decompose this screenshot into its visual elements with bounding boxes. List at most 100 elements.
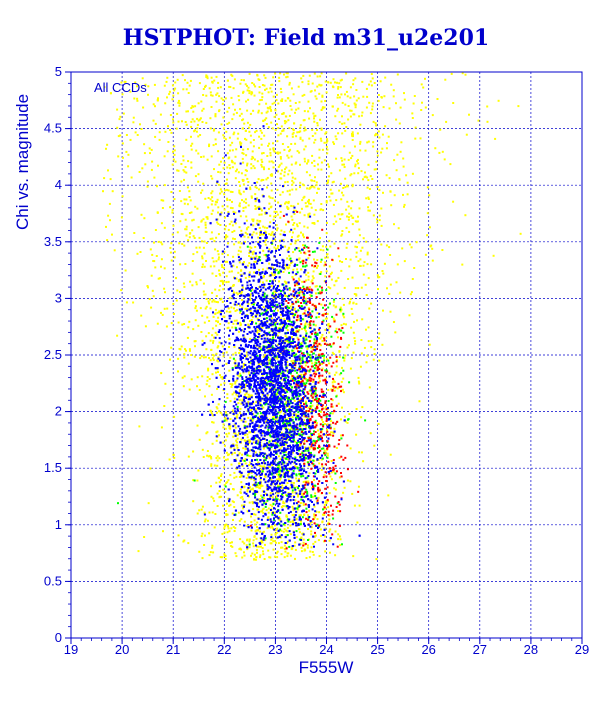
scatter-point [337,336,339,339]
scatter-point [319,399,322,402]
scatter-point [262,550,264,553]
scatter-point [269,87,272,90]
scatter-point [232,255,235,258]
scatter-point [461,263,464,266]
scatter-point [340,93,343,96]
scatter-point [265,231,267,234]
scatter-point [222,504,224,507]
scatter-point [311,250,314,253]
scatter-point [279,72,282,75]
scatter-point [212,341,214,344]
scatter-point [215,100,218,103]
scatter-point [297,380,300,382]
scatter-point [338,476,341,479]
scatter-point [202,290,205,293]
scatter-point [305,405,307,408]
scatter-point [310,332,313,335]
scatter-point [302,502,305,504]
scatter-point [403,260,406,263]
scatter-point [247,204,250,207]
scatter-point [227,497,230,500]
scatter-point [298,441,301,443]
scatter-point [324,256,327,259]
scatter-point [308,300,311,303]
scatter-point [340,390,342,393]
scatter-point [230,527,233,530]
scatter-point [340,434,342,437]
scatter-point [354,106,357,109]
scatter-point [242,161,245,164]
scatter-point [296,268,299,271]
scatter-point [188,320,191,323]
scatter-point [281,493,284,496]
scatter-point [250,417,253,420]
scatter-point [269,435,272,438]
scatter-point [256,317,259,320]
scatter-point [313,372,316,375]
scatter-point [275,229,278,232]
scatter-point [205,305,208,308]
scatter-point [405,174,408,177]
scatter-point [192,328,195,331]
scatter-point [309,402,312,405]
scatter-point [340,372,343,375]
scatter-point [243,554,246,557]
scatter-point [290,108,293,111]
scatter-point [315,359,318,362]
scatter-point [236,395,239,398]
scatter-point [156,322,159,325]
scatter-point [358,207,361,210]
scatter-point [292,377,295,380]
scatter-point [306,205,309,208]
scatter-point [212,340,215,342]
scatter-point [197,226,200,229]
scatter-point [259,230,262,232]
scatter-point [211,81,214,84]
scatter-point [298,368,301,371]
scatter-point [277,201,280,204]
scatter-point [294,440,297,443]
scatter-point [220,123,223,126]
scatter-point [280,313,283,316]
scatter-point [341,122,344,125]
scatter-point [313,120,316,123]
scatter-point [252,109,255,112]
scatter-point [183,353,186,356]
scatter-point [249,309,252,312]
scatter-point [304,372,307,375]
scatter-point [140,128,143,130]
scatter-point [277,455,280,458]
scatter-point [240,504,243,507]
scatter-point [316,75,319,78]
scatter-point [276,422,279,425]
scatter-point [286,422,288,425]
scatter-point [328,514,331,517]
scatter-point [294,459,297,462]
scatter-point [263,241,266,243]
scatter-point [290,402,293,404]
scatter-point [270,109,273,112]
scatter-point [263,74,266,77]
scatter-point [328,518,331,521]
scatter-point [316,333,319,336]
scatter-point [303,496,306,498]
scatter-point [205,383,208,386]
scatter-point [300,536,303,539]
scatter-point [255,186,258,189]
scatter-point [224,236,227,239]
scatter-point [240,438,243,441]
scatter-point [250,471,253,474]
scatter-point [281,304,283,306]
scatter-point [301,430,303,433]
scatter-point [288,114,291,117]
scatter-point [210,412,213,415]
scatter-point [292,507,295,510]
scatter-point [264,365,267,368]
scatter-point [233,397,236,400]
scatter-point [254,260,257,263]
scatter-point [370,346,373,349]
scatter-point [288,545,291,548]
scatter-point [224,554,227,557]
scatter-point [209,117,212,120]
scatter-point [310,467,313,470]
